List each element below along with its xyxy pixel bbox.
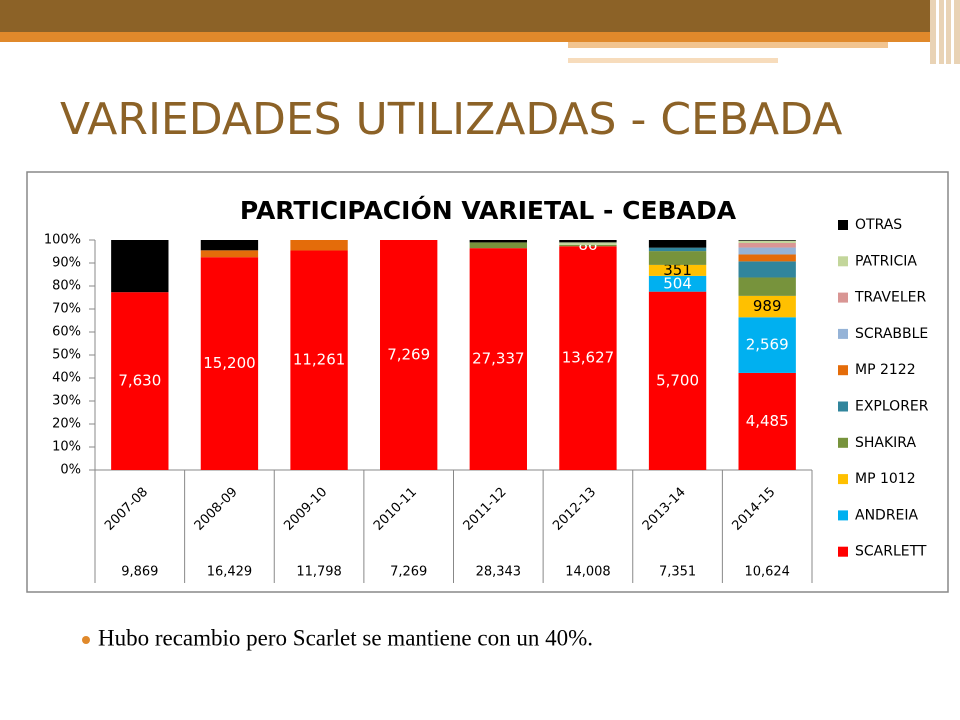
top-stripe	[568, 58, 778, 63]
side-stripes	[936, 0, 939, 64]
chart-title: PARTICIPACIÓN VARIETAL - CEBADA	[240, 195, 737, 225]
bar-segment	[290, 240, 348, 251]
legend-label: ANDREIA	[855, 507, 919, 523]
bar-segment	[469, 240, 527, 243]
total-label: 10,624	[744, 565, 790, 580]
legend-label: SHAKIRA	[855, 435, 916, 451]
data-label: 11,261	[293, 351, 346, 369]
data-label: 7,630	[118, 372, 161, 390]
legend-swatch	[838, 256, 848, 267]
top-stripe	[568, 42, 888, 48]
legend-swatch	[838, 328, 848, 339]
data-label: 15,200	[203, 354, 256, 372]
data-label: 5,700	[656, 371, 699, 389]
bar-segment	[738, 372, 796, 470]
legend-swatch	[838, 510, 848, 521]
top-band	[0, 0, 960, 32]
bar-segment	[738, 254, 796, 262]
bar-segment	[648, 291, 707, 470]
data-label: 351	[663, 261, 692, 279]
legend-label: OTRAS	[855, 217, 902, 233]
legend-label: TRAVELER	[854, 290, 926, 306]
bar-segment	[469, 248, 527, 470]
legend-label: PATRICIA	[855, 253, 917, 269]
bar-segment	[111, 292, 169, 470]
legend-label: MP 1012	[855, 471, 916, 487]
side-stripes	[951, 0, 954, 64]
bar-segment	[200, 257, 259, 470]
bullet-text: Hubo recambio pero Scarlet se mantiene c…	[98, 625, 593, 650]
data-label: 2,569	[746, 336, 789, 354]
y-tick-label: 10%	[52, 440, 81, 455]
bar-segment	[738, 295, 796, 318]
legend-label: SCRABBLE	[855, 326, 928, 342]
bar-segment	[290, 250, 348, 470]
bar-segment	[738, 261, 796, 278]
bar-segment	[648, 240, 707, 248]
total-label: 11,798	[296, 565, 342, 580]
bar-segment	[111, 240, 169, 293]
y-tick-label: 20%	[52, 417, 81, 432]
bar-segment	[648, 247, 707, 252]
data-label: 13,627	[562, 349, 615, 367]
total-label: 9,869	[121, 565, 158, 580]
bar-segment	[648, 251, 707, 265]
bar-segment	[559, 242, 617, 245]
data-label: 27,337	[472, 350, 525, 368]
legend-swatch	[838, 474, 848, 485]
bar-segment	[648, 264, 707, 276]
legend-label: SCARLETT	[855, 544, 927, 560]
bar-segment	[738, 240, 796, 241]
total-label: 7,351	[659, 565, 696, 580]
bar-segment	[559, 240, 617, 243]
bullet-dot	[82, 636, 90, 644]
bar-segment	[200, 240, 259, 251]
top-stripe	[0, 32, 960, 42]
bar-segment	[380, 240, 438, 470]
y-tick-label: 0%	[60, 463, 81, 478]
bar-segment	[559, 246, 617, 470]
legend-label: EXPLORER	[855, 399, 929, 415]
bar-segment	[559, 244, 617, 247]
legend-swatch	[838, 437, 848, 448]
data-label: 7,269	[387, 346, 430, 364]
data-label: 989	[753, 297, 782, 315]
y-tick-label: 70%	[52, 302, 81, 317]
bar-segment	[738, 242, 796, 248]
y-tick-label: 50%	[52, 348, 81, 363]
bar-segment	[738, 317, 796, 373]
y-tick-label: 100%	[44, 233, 81, 248]
slide-title: VARIEDADES UTILIZADAS - CEBADA	[60, 94, 842, 145]
data-label: 4,485	[746, 412, 789, 430]
y-tick-label: 90%	[52, 256, 81, 271]
legend-label: MP 2122	[855, 362, 916, 378]
y-tick-label: 30%	[52, 394, 81, 409]
y-tick-label: 40%	[52, 371, 81, 386]
total-label: 28,343	[476, 565, 522, 580]
total-label: 7,269	[390, 565, 427, 580]
bar-segment	[738, 240, 796, 243]
legend-swatch	[838, 401, 848, 412]
data-label: 86	[578, 236, 597, 254]
bar-segment	[738, 277, 796, 296]
bar-segment	[469, 242, 527, 249]
total-label: 14,008	[565, 565, 611, 580]
data-label: 504	[663, 274, 692, 292]
legend-swatch	[838, 546, 848, 557]
bar-segment	[738, 247, 796, 255]
y-tick-label: 80%	[52, 279, 81, 294]
bar-segment	[200, 250, 259, 258]
legend-swatch	[838, 220, 848, 230]
legend-swatch	[838, 292, 848, 303]
legend-swatch	[838, 365, 848, 376]
total-label: 16,429	[207, 565, 253, 580]
side-stripes	[944, 0, 946, 64]
bar-segment	[648, 275, 707, 292]
y-tick-label: 60%	[52, 325, 81, 340]
